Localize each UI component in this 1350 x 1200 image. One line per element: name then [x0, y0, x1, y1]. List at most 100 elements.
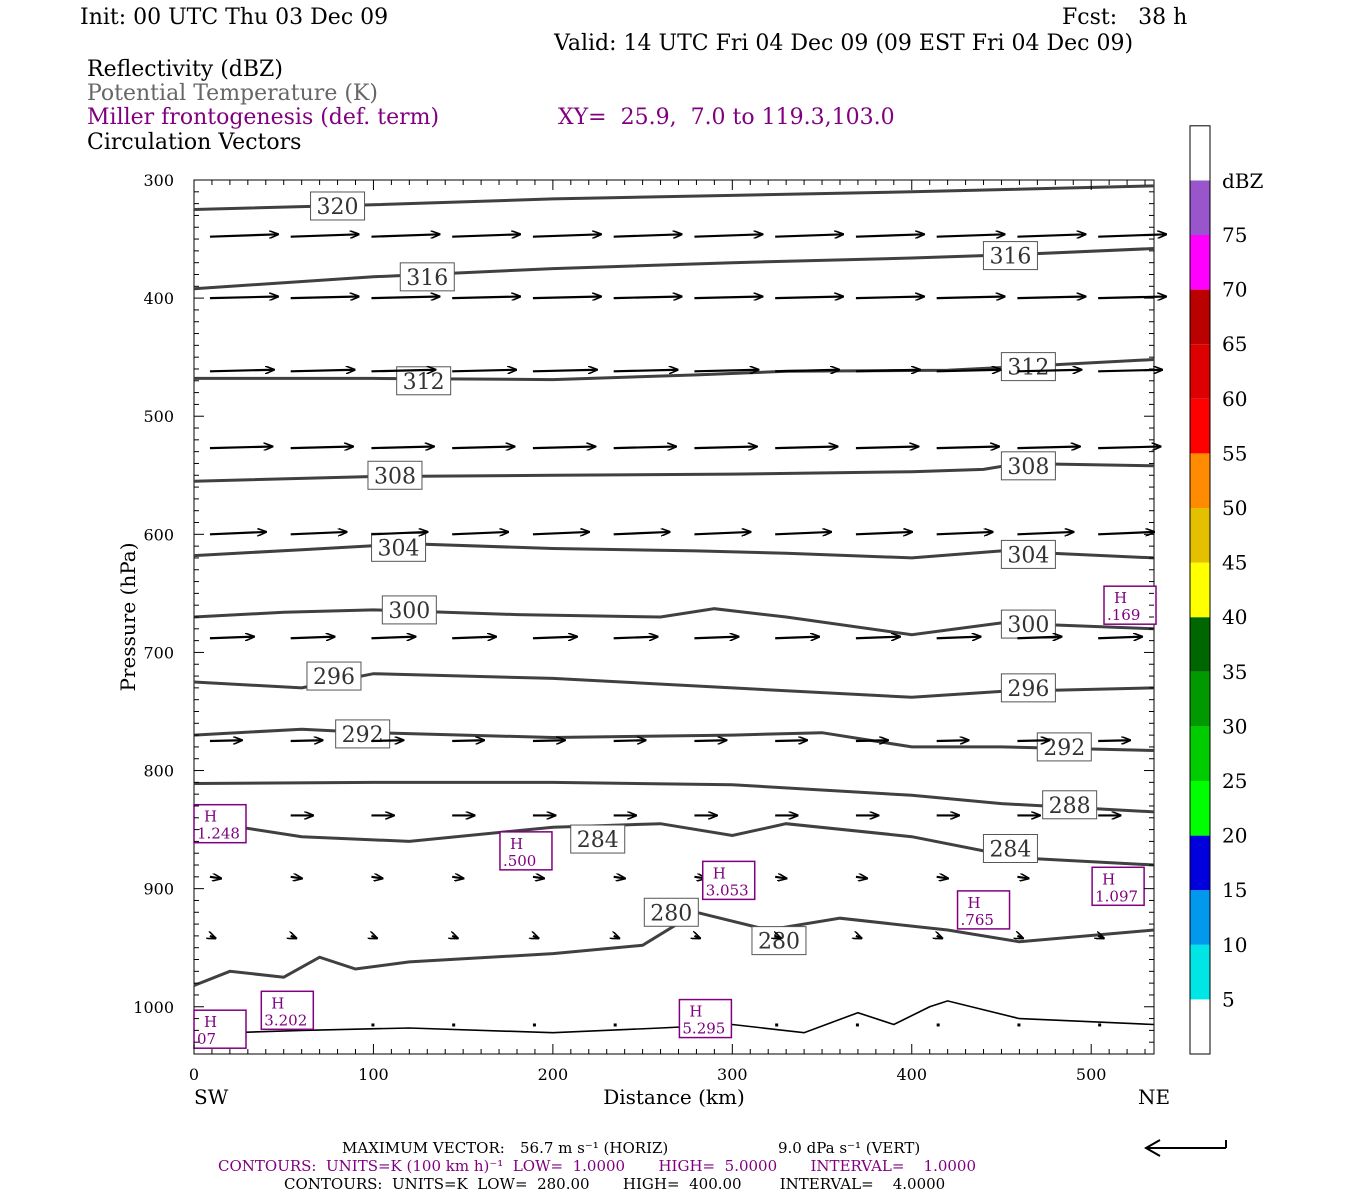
frontogenesis-max-label: H — [1102, 870, 1115, 888]
colorbar-level-label: 15 — [1222, 878, 1247, 902]
x-end-label-left: SW — [194, 1085, 229, 1109]
vector-arrow — [1017, 936, 1023, 938]
frontogenesis-max-value: .169 — [1107, 606, 1140, 624]
vector-arrow — [1017, 234, 1085, 236]
axes: 0 100 200 300 400 500 300 400 500 600 700 800 900 100… — [133, 171, 1154, 1084]
vector-arrow — [532, 532, 589, 534]
vector-arrow — [694, 532, 750, 534]
theta-contour-surface — [193, 1000, 1155, 1035]
frontogenesis-max-label: H — [510, 835, 523, 853]
colorbar-level-label: 50 — [1222, 496, 1247, 520]
theta-contours: 320 316 316 312 312 308 308 304 304 300 300 296 296 2… — [193, 184, 1155, 1035]
colorbar-level-label: 30 — [1222, 714, 1247, 738]
circulation-vectors — [209, 234, 1166, 1027]
vector-arrow — [855, 532, 912, 534]
reference-vector-arrow — [1143, 1139, 1227, 1157]
vector-arrow — [775, 234, 843, 236]
vector-dot — [855, 1023, 859, 1027]
vector-arrow — [775, 297, 843, 299]
vector-arrow — [1017, 297, 1085, 299]
vector-arrow — [936, 370, 1001, 372]
vector-arrow — [209, 447, 272, 449]
field-label-reflectivity: Reflectivity (dBZ) — [87, 57, 283, 82]
colorbar-level-label: 20 — [1222, 824, 1247, 848]
vector-arrow — [533, 936, 539, 938]
vector-arrow — [290, 532, 347, 534]
vector-arrow — [614, 936, 620, 938]
frontogenesis-max-box — [1103, 585, 1157, 625]
contour-label-box — [1000, 539, 1056, 569]
colorbar-level-label: 60 — [1222, 387, 1247, 411]
vector-arrow — [452, 297, 520, 299]
colorbar-level-label: 45 — [1222, 551, 1247, 575]
field-label-frontogenesis: Miller frontogenesis (def. term) — [87, 105, 440, 130]
max-vector-label: MAXIMUM VECTOR: — [342, 1139, 505, 1157]
contour-label: 296 — [1007, 677, 1049, 702]
x-end-label-right: NE — [1138, 1085, 1170, 1109]
max-vector-vert: 9.0 dPa s⁻¹ (VERT) — [778, 1139, 921, 1157]
vector-arrow — [775, 740, 807, 741]
contours-theta-info: CONTOURS: UNITS=K LOW= 280.00 HIGH= 400.… — [284, 1175, 946, 1193]
contour-label: 280 — [650, 901, 692, 926]
vector-arrow — [694, 637, 738, 639]
y-tick-label: 600 — [143, 525, 174, 544]
vector-arrow — [613, 877, 625, 879]
contour-label: 316 — [989, 245, 1031, 270]
vector-arrow — [209, 297, 278, 299]
vector-arrow — [855, 234, 924, 236]
colorbar-level-label: 10 — [1222, 933, 1247, 957]
frontogenesis-max-box — [956, 890, 1011, 930]
init-time: Init: 00 UTC Thu 03 Dec 09 — [80, 5, 389, 30]
vector-arrow — [856, 936, 862, 938]
field-label-theta: Potential Temperature (K) — [87, 81, 378, 106]
vector-arrow — [613, 234, 682, 236]
colorbar-level-label: 5 — [1222, 987, 1235, 1011]
frontogenesis-max-value: 1.097 — [1095, 887, 1138, 905]
vector-arrow — [209, 877, 221, 879]
vector-arrow — [290, 740, 323, 741]
vector-arrow — [371, 297, 439, 299]
vector-dot — [452, 1023, 456, 1027]
x-axis-label: Distance (km) — [603, 1085, 745, 1109]
contour-label-box — [570, 824, 626, 854]
colorbar-level-label: 55 — [1222, 441, 1247, 465]
vector-arrow — [855, 370, 920, 372]
valid-time: Valid: 14 UTC Fri 04 Dec 09 (09 EST Fri … — [554, 31, 1134, 56]
contours-frontogenesis-info: CONTOURS: UNITS=K (100 km h)⁻¹ LOW= 1.00… — [218, 1157, 977, 1175]
cross-section-xy: XY= 25.9, 7.0 to 119.3,103.0 — [558, 105, 895, 130]
y-tick-label: 700 — [143, 643, 174, 662]
vector-arrow — [210, 936, 216, 938]
vector-arrow — [452, 637, 496, 639]
vector-arrow — [855, 297, 924, 299]
vector-arrow — [1017, 877, 1028, 879]
vector-arrow — [532, 297, 601, 299]
vector-arrow — [532, 877, 544, 879]
vector-arrow — [613, 297, 682, 299]
vector-arrow — [775, 637, 819, 639]
vector-arrow — [613, 637, 658, 639]
contour-label-box — [1042, 790, 1098, 820]
frontogenesis-max-box — [193, 803, 247, 844]
vector-arrow — [694, 936, 700, 938]
frontogenesis-max-value: 5.295 — [682, 1020, 725, 1038]
contour-label: 288 — [1049, 794, 1091, 819]
vector-arrow — [855, 877, 867, 879]
vector-arrow — [1017, 370, 1081, 372]
vector-arrow — [775, 532, 831, 534]
vector-arrow — [855, 740, 888, 741]
vector-arrow — [371, 936, 377, 938]
vector-arrow — [1098, 447, 1160, 449]
vector-arrow — [694, 740, 726, 741]
vector-arrow — [290, 447, 353, 449]
vector-arrow — [1017, 637, 1061, 639]
vector-arrow — [936, 447, 999, 449]
contour-label-box — [1000, 451, 1056, 481]
vector-arrow — [290, 297, 359, 299]
vector-arrow — [452, 234, 520, 236]
vector-arrow — [936, 740, 969, 741]
vector-arrow — [371, 234, 439, 236]
vector-arrow — [371, 877, 382, 879]
frontogenesis-max-box — [678, 998, 733, 1039]
contour-label: 304 — [378, 536, 420, 561]
vector-arrow — [694, 234, 762, 236]
